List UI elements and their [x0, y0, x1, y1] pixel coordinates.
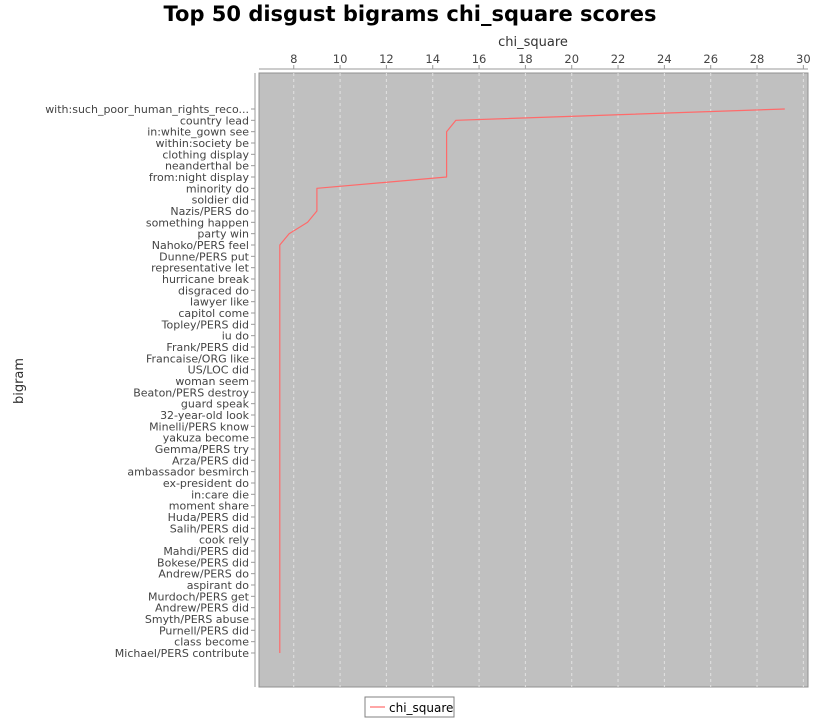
legend-label: chi_square — [389, 701, 453, 715]
category-label: disgraced do — [178, 284, 249, 297]
x-axis-ticks: 8 10 12 14 16 18 20 22 24 26 28 30 — [290, 52, 811, 69]
category-label: Frank/PERS did — [166, 341, 249, 354]
x-tick-label: 30 — [796, 52, 811, 66]
category-label: from:night display — [149, 171, 250, 184]
x-axis-label: chi_square — [498, 35, 568, 50]
plot-area — [258, 72, 809, 688]
category-label: with:such_poor_human_rights_reco... — [45, 103, 249, 116]
category-label: Bokese/PERS did — [157, 556, 249, 569]
x-tick-label: 12 — [379, 52, 394, 66]
x-tick-label: 22 — [611, 52, 626, 66]
legend: chi_square — [364, 696, 455, 718]
category-label: Huda/PERS did — [168, 511, 249, 524]
category-label: lawyer like — [190, 296, 249, 309]
chart-title: Top 50 disgust bigrams chi_square scores — [163, 2, 656, 26]
series-layer — [279, 108, 785, 653]
category-label: Arza/PERS did — [172, 454, 249, 467]
category-label: neanderthal be — [165, 160, 249, 173]
category-label: Smyth/PERS abuse — [145, 613, 249, 626]
legend-box — [364, 696, 455, 718]
category-label: country lead — [180, 114, 249, 127]
x-tick-label: 14 — [425, 52, 440, 66]
category-label: Murdoch/PERS get — [148, 590, 250, 603]
x-tick-label: 8 — [290, 52, 297, 66]
category-label: Topley/PERS did — [161, 318, 249, 331]
category-label: in:white_gown see — [147, 126, 249, 139]
x-tick-label: 16 — [472, 52, 487, 66]
category-label: capitol come — [178, 307, 249, 320]
category-label: yakuza become — [163, 432, 250, 445]
x-tick-label: 24 — [657, 52, 672, 66]
category-label: Michael/PERS contribute — [115, 647, 249, 660]
category-label: US/LOC did — [188, 364, 249, 377]
category-label: Salih/PERS did — [170, 522, 249, 535]
category-label: something happen — [146, 216, 249, 229]
category-label: soldier did — [192, 194, 249, 207]
category-label: Minelli/PERS know — [149, 420, 249, 433]
y-axis-label: bigram — [12, 358, 27, 404]
category-label: Francaise/ORG like — [146, 352, 249, 365]
category-label: Andrew/PERS did — [155, 602, 249, 615]
category-label: within:society be — [156, 137, 250, 150]
x-tick-label: 10 — [333, 52, 348, 66]
category-label: ex-president do — [163, 477, 249, 490]
category-label: hurricane break — [162, 273, 250, 286]
category-label: Nahoko/PERS feel — [152, 239, 249, 252]
category-label: Dunne/PERS put — [159, 250, 250, 263]
y-axis-ticks — [251, 108, 255, 654]
series-line — [279, 108, 785, 653]
category-label: clothing display — [162, 148, 249, 161]
category-label: representative let — [151, 262, 250, 275]
category-label: Purnell/PERS did — [159, 624, 249, 637]
category-label: ambassador besmirch — [127, 466, 249, 479]
x-tick-label: 28 — [750, 52, 765, 66]
category-label: in:care die — [191, 488, 249, 501]
x-tick-label: 18 — [518, 52, 533, 66]
category-label: minority do — [186, 182, 249, 195]
category-label: Mahdi/PERS did — [163, 545, 249, 558]
x-tick-label: 26 — [703, 52, 718, 66]
category-label: Beaton/PERS destroy — [133, 386, 249, 399]
category-label: guard speak — [181, 398, 250, 411]
category-label: iu do — [222, 330, 250, 343]
category-label: Andrew/PERS do — [158, 568, 249, 581]
category-label: party win — [197, 228, 249, 241]
category-label: moment share — [169, 500, 249, 513]
category-label: 32-year-old look — [160, 409, 250, 422]
category-labels: with:such_poor_human_rights_reco...count… — [45, 103, 249, 660]
category-label: woman seem — [175, 375, 249, 388]
category-label: Gemma/PERS try — [155, 443, 250, 456]
category-label: cook rely — [199, 534, 249, 547]
category-label: Nazis/PERS do — [170, 205, 249, 218]
category-label: aspirant do — [187, 579, 250, 592]
grid-lines — [293, 73, 804, 687]
x-tick-label: 20 — [564, 52, 579, 66]
category-label: class become — [174, 636, 249, 649]
